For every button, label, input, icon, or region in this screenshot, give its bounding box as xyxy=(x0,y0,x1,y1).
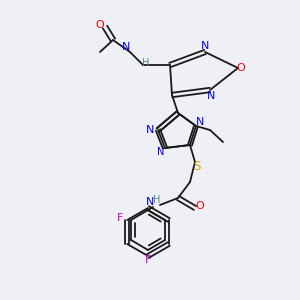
Text: N: N xyxy=(196,117,204,127)
Text: O: O xyxy=(196,201,204,211)
Text: N: N xyxy=(122,42,130,52)
Text: N: N xyxy=(201,41,209,51)
Text: F: F xyxy=(117,213,123,223)
Text: N: N xyxy=(157,147,165,157)
Text: N: N xyxy=(146,197,154,207)
Text: N: N xyxy=(207,91,215,101)
Text: S: S xyxy=(193,160,201,173)
Text: H: H xyxy=(142,58,150,68)
Text: F: F xyxy=(145,255,151,265)
Text: N: N xyxy=(146,125,154,135)
Text: O: O xyxy=(237,63,245,73)
Text: H: H xyxy=(153,195,161,205)
Text: O: O xyxy=(96,20,104,30)
